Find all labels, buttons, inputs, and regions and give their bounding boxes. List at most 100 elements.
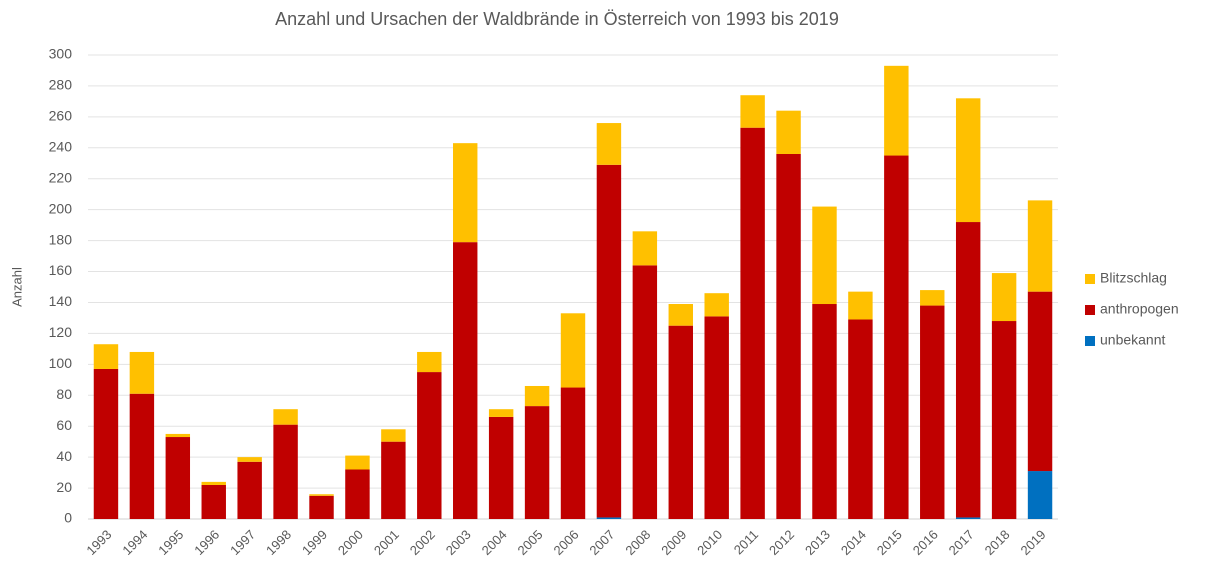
y-tick-label: 80 xyxy=(56,386,72,402)
y-tick-label: 0 xyxy=(64,510,72,526)
legend-swatch xyxy=(1085,336,1095,346)
x-tick-label: 1995 xyxy=(155,527,186,558)
bar-segment xyxy=(668,304,693,326)
legend-label: unbekannt xyxy=(1100,332,1166,348)
x-tick-label: 2003 xyxy=(443,527,474,558)
y-tick-label: 140 xyxy=(49,293,73,309)
bar-segment xyxy=(93,344,119,369)
x-tick-label: 2008 xyxy=(622,527,653,558)
x-tick-label: 2017 xyxy=(946,527,977,558)
bar-segment xyxy=(596,517,622,519)
x-tick-label: 1994 xyxy=(119,527,150,558)
y-tick-label: 40 xyxy=(56,448,72,464)
y-tick-label: 240 xyxy=(49,139,73,155)
x-tick-label: 2002 xyxy=(407,527,438,558)
bar-segment xyxy=(704,316,729,519)
x-tick-label: 1996 xyxy=(191,527,222,558)
bar-segment xyxy=(93,368,119,519)
x-tick-label: 2010 xyxy=(694,527,725,558)
bar-segment xyxy=(991,321,1017,519)
bar-segment xyxy=(345,455,370,470)
bar-segment xyxy=(884,65,909,156)
bar-segment xyxy=(345,469,370,519)
legend-swatch xyxy=(1085,305,1095,315)
y-tick-label: 160 xyxy=(49,262,73,278)
bar-segment xyxy=(955,222,981,518)
bar-segment xyxy=(884,155,909,520)
bar-segment xyxy=(955,98,981,223)
bar-segment xyxy=(920,305,945,519)
bar-segment xyxy=(237,457,262,462)
bar-segment xyxy=(453,242,478,519)
bar-segment xyxy=(812,206,837,305)
x-tick-label: 2016 xyxy=(910,527,941,558)
y-tick-label: 200 xyxy=(49,200,73,216)
y-tick-label: 180 xyxy=(49,231,73,247)
x-tick-label: 2018 xyxy=(982,527,1013,558)
bar-segment xyxy=(129,393,155,519)
bar-segment xyxy=(273,424,298,519)
bar-segment xyxy=(560,387,586,519)
y-tick-label: 300 xyxy=(49,46,73,62)
bar-segment xyxy=(596,164,622,518)
x-tick-label: 2014 xyxy=(838,527,869,558)
bar-segment xyxy=(201,481,226,485)
y-tick-label: 220 xyxy=(49,169,73,185)
bar-segment xyxy=(201,484,226,519)
x-tick-label: 2019 xyxy=(1018,527,1049,558)
x-tick-label: 1993 xyxy=(83,527,114,558)
bar-segment xyxy=(524,385,550,407)
y-tick-label: 60 xyxy=(56,417,72,433)
bar-segment xyxy=(776,153,801,519)
bar-segment xyxy=(1027,200,1053,292)
bar-segment xyxy=(165,437,191,519)
bar-segment xyxy=(309,495,334,519)
y-tick-label: 100 xyxy=(49,355,73,371)
bar-segment xyxy=(309,494,334,496)
x-tick-label: 2006 xyxy=(550,527,581,558)
bar-segment xyxy=(596,123,622,165)
x-tick-label: 2013 xyxy=(802,527,833,558)
chart-title: Anzahl und Ursachen der Waldbrände in Ös… xyxy=(275,9,839,29)
x-tick-label: 2009 xyxy=(658,527,689,558)
bar-segment xyxy=(704,293,729,317)
bar-segment xyxy=(273,409,298,425)
bar-segment xyxy=(488,416,514,519)
x-tick-label: 2005 xyxy=(515,527,546,558)
x-tick-label: 2004 xyxy=(479,527,510,558)
bar-segment xyxy=(237,461,262,519)
bar-segment xyxy=(165,433,191,438)
bar-segment xyxy=(381,429,406,442)
bar-segment xyxy=(740,95,765,128)
bar-segment xyxy=(848,291,873,320)
x-tick-label: 2015 xyxy=(874,527,905,558)
bar-segment xyxy=(417,372,442,519)
bar-segment xyxy=(812,304,837,519)
y-axis-label: Anzahl xyxy=(9,267,24,307)
x-tick-label: 2007 xyxy=(586,527,617,558)
bar-segment xyxy=(920,290,945,306)
bar-segment xyxy=(632,265,658,519)
bar-segment xyxy=(524,406,550,519)
x-tick-label: 1998 xyxy=(263,527,294,558)
y-tick-label: 120 xyxy=(49,324,73,340)
bar-segment xyxy=(560,313,586,388)
x-tick-label: 2011 xyxy=(731,527,761,557)
bar-segment xyxy=(776,110,801,154)
x-tick-label: 2012 xyxy=(766,527,797,558)
bar-segment xyxy=(129,351,155,394)
bar-segment xyxy=(381,441,406,519)
y-tick-label: 20 xyxy=(56,479,72,495)
legend-label: anthropogen xyxy=(1100,301,1179,317)
x-tick-label: 1999 xyxy=(299,527,330,558)
y-tick-label: 280 xyxy=(49,77,73,93)
bar-segment xyxy=(991,273,1017,322)
x-tick-label: 2001 xyxy=(371,527,402,558)
bar-segment xyxy=(848,319,873,519)
bar-segment xyxy=(1027,471,1053,519)
bar-segment xyxy=(955,517,981,519)
bar-segment xyxy=(417,351,442,373)
y-tick-label: 260 xyxy=(49,108,73,124)
legend-swatch xyxy=(1085,274,1095,284)
